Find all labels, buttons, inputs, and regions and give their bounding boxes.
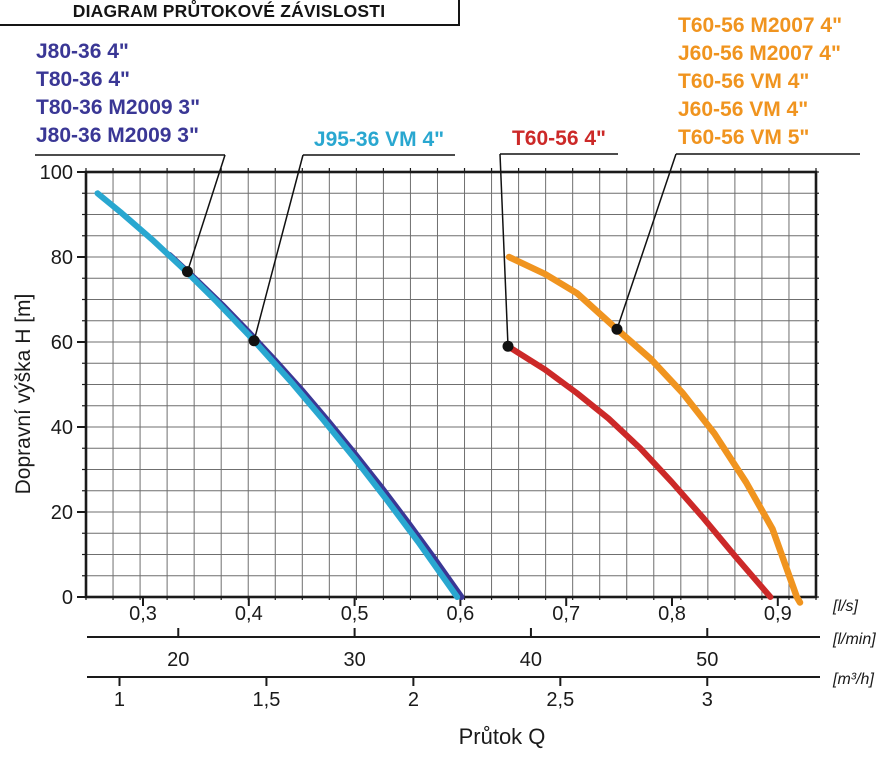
- legend-orange-group: T60-56 M2007 4" J60-56 M2007 4" T60-56 V…: [678, 12, 842, 152]
- page-title: DIAGRAM PRŮTOKOVÉ ZÁVISLOSTI: [72, 1, 386, 21]
- legend-blue-group: J80-36 4" T80-36 4" T80-36 M2009 3" J80-…: [36, 38, 200, 150]
- y-tick-label: 20: [51, 502, 73, 524]
- x-tick-label-ls: 0,4: [235, 603, 263, 625]
- x-tick-label-m3h: 2,5: [546, 689, 574, 711]
- title-block: DIAGRAM PRŮTOKOVÉ ZÁVISLOSTI: [0, 0, 460, 26]
- callout-dot: [181, 266, 193, 278]
- callout-leader: [499, 153, 509, 347]
- y-tick-label: 80: [51, 247, 73, 269]
- legend-cyan-label: J95-36 VM 4": [295, 126, 463, 154]
- x-tick-label-lmin: 30: [343, 649, 365, 671]
- curve-t60-56: [505, 343, 774, 600]
- callout-leader: [186, 154, 226, 272]
- y-tick-label: 100: [40, 162, 73, 184]
- legend-item: J80-36 4": [36, 40, 129, 63]
- x-tick-label-m3h: 2: [408, 689, 419, 711]
- plot-border: [84, 170, 818, 599]
- callout-dot: [248, 335, 260, 347]
- legend-item: T60-56 4": [511, 127, 606, 150]
- x-tick-label-ls: 0,3: [129, 603, 157, 625]
- x-tick-label-ls: 0,8: [658, 603, 686, 625]
- x-tick-label-m3h: 3: [702, 689, 713, 711]
- curve-j95-36-vm: [94, 190, 461, 600]
- x-tick-label-lmin: 20: [167, 649, 189, 671]
- legend-item: T80-36 4": [36, 68, 131, 91]
- y-tick-label: 40: [51, 417, 73, 439]
- legend-item: T80-36 M2009 3": [36, 96, 201, 119]
- x-tick-label-ls: 0,6: [446, 603, 474, 625]
- legend-item: J60-56 VM 4": [678, 98, 809, 121]
- x-tick-label-ls: 0,7: [552, 603, 580, 625]
- x-tick-label-lmin: 40: [520, 649, 542, 671]
- legend-item: J80-36 M2009 3": [36, 124, 199, 147]
- x-unit-m3h: [m³/h]: [832, 671, 874, 688]
- x-axis-title: Průtok Q: [459, 724, 546, 749]
- y-axis-title: Dopravní výška H [m]: [12, 294, 35, 495]
- legend-item: T60-56 VM 5": [678, 126, 810, 149]
- x-tick-label-ls: 0,9: [764, 603, 792, 625]
- x-tick-label-m3h: 1,5: [253, 689, 281, 711]
- x-tick-label-lmin: 50: [696, 649, 718, 671]
- legend-item: J60-56 M2007 4": [678, 42, 841, 65]
- callout-leader: [616, 153, 677, 330]
- callout-dot: [611, 323, 623, 335]
- callout-dot: [502, 340, 514, 352]
- legend-red-label: T60-56 4": [498, 125, 620, 153]
- x-unit-ls: [l/s]: [832, 598, 858, 615]
- legend-item: J95-36 VM 4": [313, 128, 445, 151]
- legend-item: T60-56 M2007 4": [678, 14, 843, 37]
- y-tick-label: 60: [51, 332, 73, 354]
- curve-60-56-group: [505, 253, 804, 606]
- callout-leader: [253, 154, 304, 341]
- legend-item: T60-56 VM 4": [678, 70, 810, 93]
- x-tick-label-m3h: 1: [114, 689, 125, 711]
- x-unit-lmin: [l/min]: [832, 631, 876, 648]
- x-tick-label-ls: 0,5: [341, 603, 369, 625]
- y-tick-label: 0: [62, 587, 73, 609]
